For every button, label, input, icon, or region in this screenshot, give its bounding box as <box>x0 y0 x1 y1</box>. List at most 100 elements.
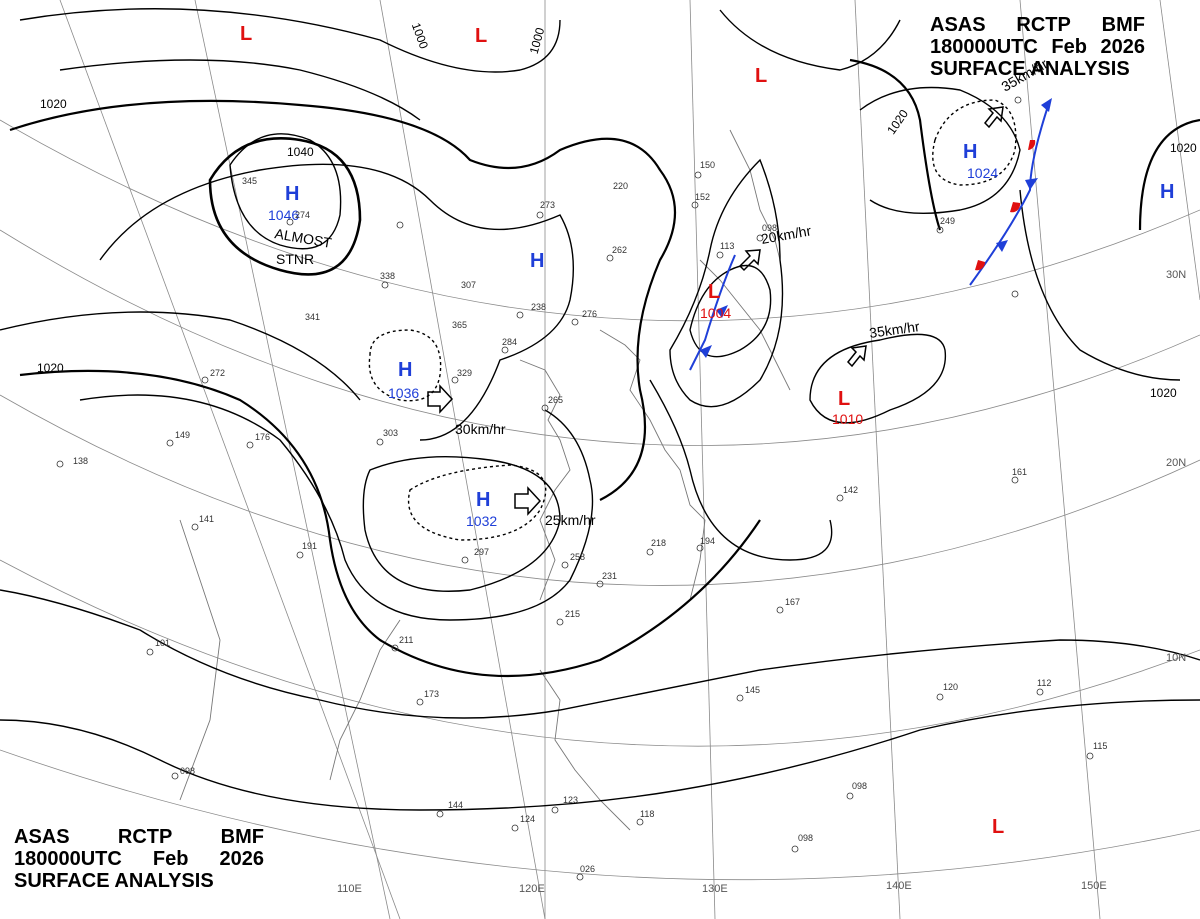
footer-time: 180000UTC <box>14 848 122 870</box>
station-value: 124 <box>520 814 535 824</box>
station-value: 276 <box>582 309 597 319</box>
lon-label: 150E <box>1081 880 1107 892</box>
dotted-enclosures <box>368 99 1017 541</box>
station-value: 173 <box>424 689 439 699</box>
footer-product: ASAS <box>14 826 70 848</box>
low-pressure-value: 1010 <box>832 411 863 427</box>
lon-label: 130E <box>702 883 728 895</box>
high-pressure-symbol: H <box>398 359 412 381</box>
station-value: 238 <box>531 302 546 312</box>
lat-label: 10N <box>1166 652 1186 664</box>
header-product: ASAS <box>930 14 986 36</box>
motion-label: 25km/hr <box>545 512 596 528</box>
header-time: 180000UTC <box>930 36 1038 58</box>
footer-station: RCTP <box>117 826 173 848</box>
isobar-label: 1020 <box>40 97 67 111</box>
high-pressure-symbol: H <box>1160 181 1174 203</box>
high-pressure-symbol: H <box>476 489 490 511</box>
high-pressure-value: 1032 <box>466 513 497 529</box>
station-value: 141 <box>199 514 214 524</box>
lon-label: 140E <box>886 880 912 892</box>
isobar-label: 1020 <box>1170 141 1197 155</box>
station-value: 303 <box>383 428 398 438</box>
low-pressure-symbol: L <box>708 281 720 303</box>
station-value: 150 <box>700 160 715 170</box>
station-value: 152 <box>695 192 710 202</box>
station-value: 297 <box>474 547 489 557</box>
motion-label: 30km/hr <box>455 421 506 437</box>
station-value: 249 <box>940 216 955 226</box>
station-value: 231 <box>602 571 617 581</box>
station-markers <box>56 96 1094 881</box>
station-value: 345 <box>242 176 257 186</box>
station-value: 142 <box>843 485 858 495</box>
stnr-label: STNR <box>276 251 314 267</box>
station-value: 118 <box>640 809 654 819</box>
station-value: 145 <box>745 685 760 695</box>
isobar-label: 1020 <box>884 107 911 137</box>
isobar-label: 1040 <box>287 145 314 159</box>
station-value: 274 <box>295 210 310 220</box>
station-value: 112 <box>1037 678 1051 688</box>
cold-front <box>689 98 1052 371</box>
station-value: 149 <box>175 430 190 440</box>
lat-label: 20N <box>1166 457 1186 469</box>
station-value: 101 <box>155 638 170 648</box>
low-pressure-value: 1004 <box>700 305 731 321</box>
low-pressure-symbol: L <box>240 23 252 45</box>
station-value: 273 <box>540 200 555 210</box>
station-value: 262 <box>612 245 627 255</box>
coastlines <box>179 129 791 831</box>
footer-year: 2026 <box>219 848 265 870</box>
station-value: 211 <box>399 635 413 645</box>
footer-code: BMF <box>220 826 264 848</box>
station-value: 113 <box>720 241 734 251</box>
motion-label: 35km/hr <box>868 318 921 341</box>
almost-label: ALMOST <box>273 225 333 251</box>
station-value: 265 <box>548 395 563 405</box>
station-value: 215 <box>565 609 580 619</box>
lon-label: 110E <box>337 883 362 895</box>
isobar-label: 1000 <box>527 26 548 56</box>
lat-label: 30N <box>1166 269 1186 281</box>
header-title: SURFACE ANALYSIS <box>930 58 1130 80</box>
station-value: 338 <box>380 271 395 281</box>
station-value: 218 <box>651 538 666 548</box>
station-value: 191 <box>302 541 317 551</box>
station-value: 123 <box>563 795 578 805</box>
station-value: 098 <box>762 223 777 233</box>
station-value: 098 <box>852 781 867 791</box>
station-value: 144 <box>448 800 463 810</box>
station-value: 329 <box>457 368 472 378</box>
station-value: 258 <box>570 552 585 562</box>
station-value: 272 <box>210 368 225 378</box>
station-value: 138 <box>73 456 88 466</box>
station-value: 341 <box>305 312 320 322</box>
isobar-label: 1020 <box>1150 386 1177 400</box>
header-year: 2026 <box>1100 36 1146 58</box>
lon-label: 120E <box>519 883 545 895</box>
station-value: 120 <box>943 682 958 692</box>
station-value: 194 <box>700 536 715 546</box>
station-value: 284 <box>502 337 517 347</box>
footer-title: SURFACE ANALYSIS <box>14 870 214 892</box>
station-value: 176 <box>255 432 270 442</box>
high-pressure-symbol: H <box>285 183 299 205</box>
low-pressure-symbol: L <box>755 65 767 87</box>
station-value: 115 <box>1093 741 1107 751</box>
thin-isobars <box>0 8 1200 811</box>
grid-labels: 110E 120E 130E 140E 150E 30N 20N 10N <box>337 269 1186 895</box>
footer-month: Feb <box>152 848 189 870</box>
station-value: 098 <box>798 833 813 843</box>
map-footer: ASAS RCTP BMF 180000UTC Feb 2026 SURFACE… <box>14 826 264 892</box>
station-value: 026 <box>580 864 595 874</box>
header-station: RCTP <box>1016 14 1071 36</box>
high-pressure-symbol: H <box>530 250 544 272</box>
low-pressure-symbol: L <box>838 388 850 410</box>
header-month: Feb <box>1051 36 1087 58</box>
high-pressure-symbol: H <box>963 141 977 163</box>
station-value: 161 <box>1012 467 1027 477</box>
map-header: ASAS RCTP BMF 180000UTC Feb 2026 SURFACE… <box>930 14 1145 80</box>
